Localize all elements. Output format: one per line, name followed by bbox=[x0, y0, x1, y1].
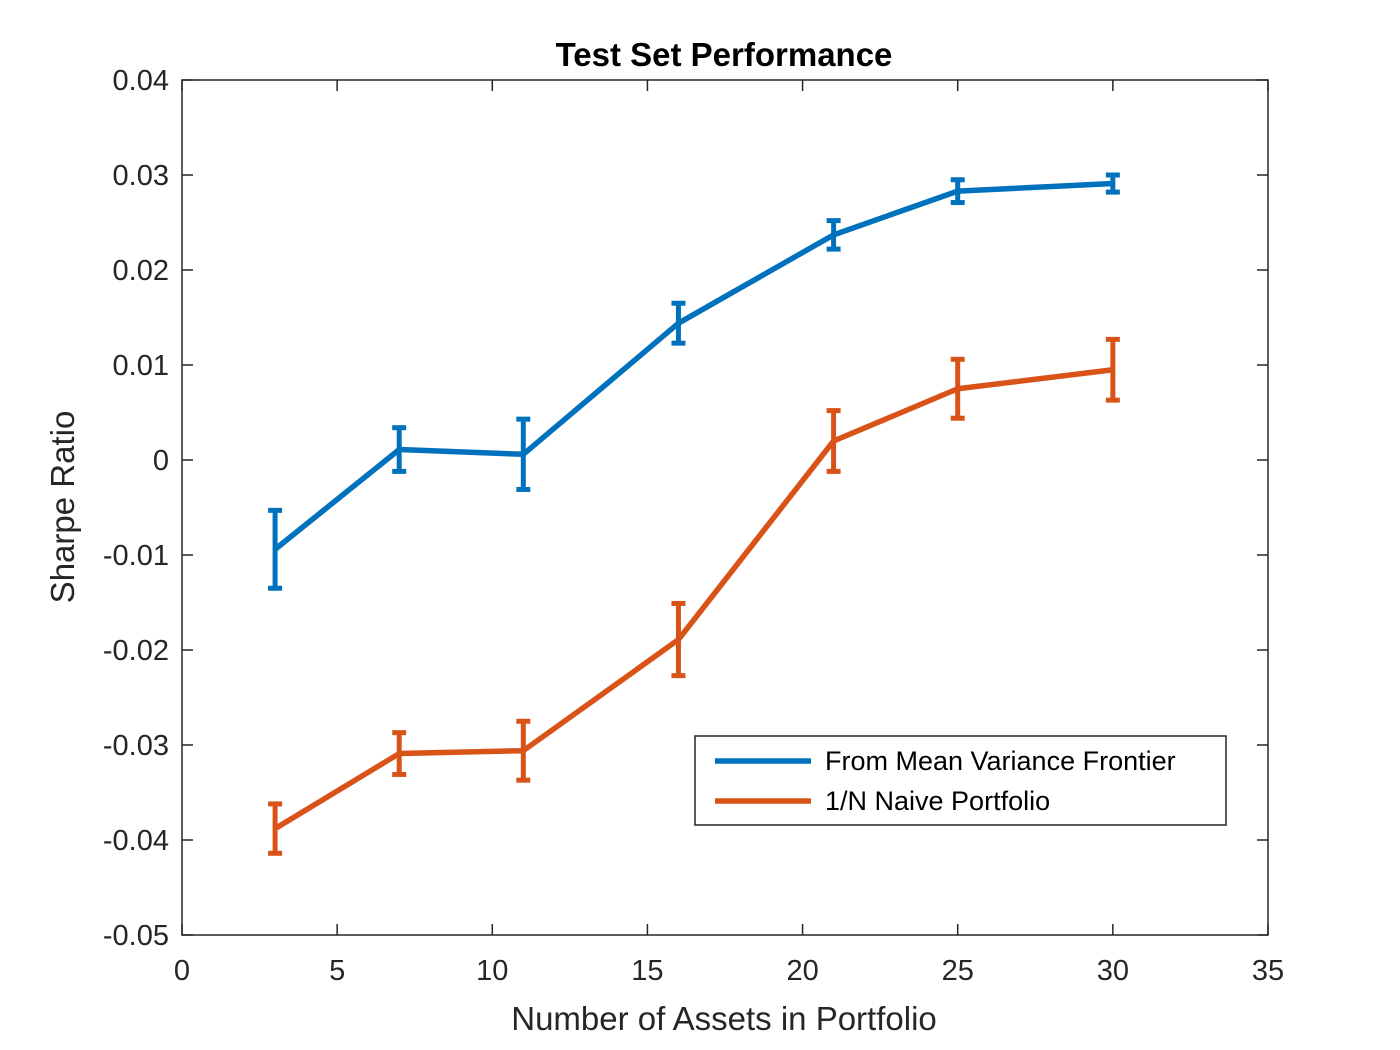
chart-title: Test Set Performance bbox=[556, 36, 893, 73]
y-tick-label: -0.02 bbox=[103, 635, 169, 667]
x-axis-label: Number of Assets in Portfolio bbox=[511, 1000, 937, 1037]
y-tick-label: -0.01 bbox=[103, 540, 169, 572]
x-tick-label: 30 bbox=[1097, 955, 1129, 987]
legend-label: From Mean Variance Frontier bbox=[825, 746, 1176, 776]
series-2 bbox=[268, 336, 1120, 856]
x-tick-label: 25 bbox=[942, 955, 974, 987]
y-tick-label: 0.03 bbox=[113, 160, 169, 192]
y-tick-label: 0.04 bbox=[113, 65, 169, 97]
y-tick-label: -0.04 bbox=[103, 825, 169, 857]
x-tick-label: 0 bbox=[174, 955, 190, 987]
legend: From Mean Variance Frontier 1/N Naive Por… bbox=[694, 735, 1227, 826]
legend-label: 1/N Naive Portfolio bbox=[825, 786, 1050, 816]
x-tick-label: 15 bbox=[631, 955, 663, 987]
x-tick-label: 35 bbox=[1252, 955, 1284, 987]
x-tick-label: 5 bbox=[329, 955, 345, 987]
legend-box bbox=[694, 735, 1227, 826]
plot-box bbox=[181, 79, 1269, 936]
series-1 bbox=[268, 172, 1120, 591]
x-tick-label: 20 bbox=[786, 955, 818, 987]
series-group bbox=[268, 172, 1120, 856]
y-tick-label: -0.03 bbox=[103, 730, 169, 762]
y-tick-label: -0.05 bbox=[103, 920, 169, 952]
y-tick-label: 0 bbox=[153, 445, 169, 477]
y-axis-label: Sharpe Ratio bbox=[44, 411, 81, 604]
y-tick-label: 0.02 bbox=[113, 255, 169, 287]
y-tick-label: 0.01 bbox=[113, 350, 169, 382]
axes: 0 5 10 15 20 25 30 35 0.04 0.03 0.02 0.01 0 -0.01 -0.0… bbox=[103, 65, 1284, 987]
x-tick-label: 10 bbox=[476, 955, 508, 987]
